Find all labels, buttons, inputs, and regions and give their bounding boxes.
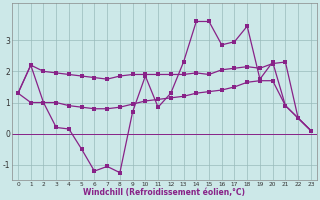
X-axis label: Windchill (Refroidissement éolien,°C): Windchill (Refroidissement éolien,°C) bbox=[84, 188, 245, 197]
